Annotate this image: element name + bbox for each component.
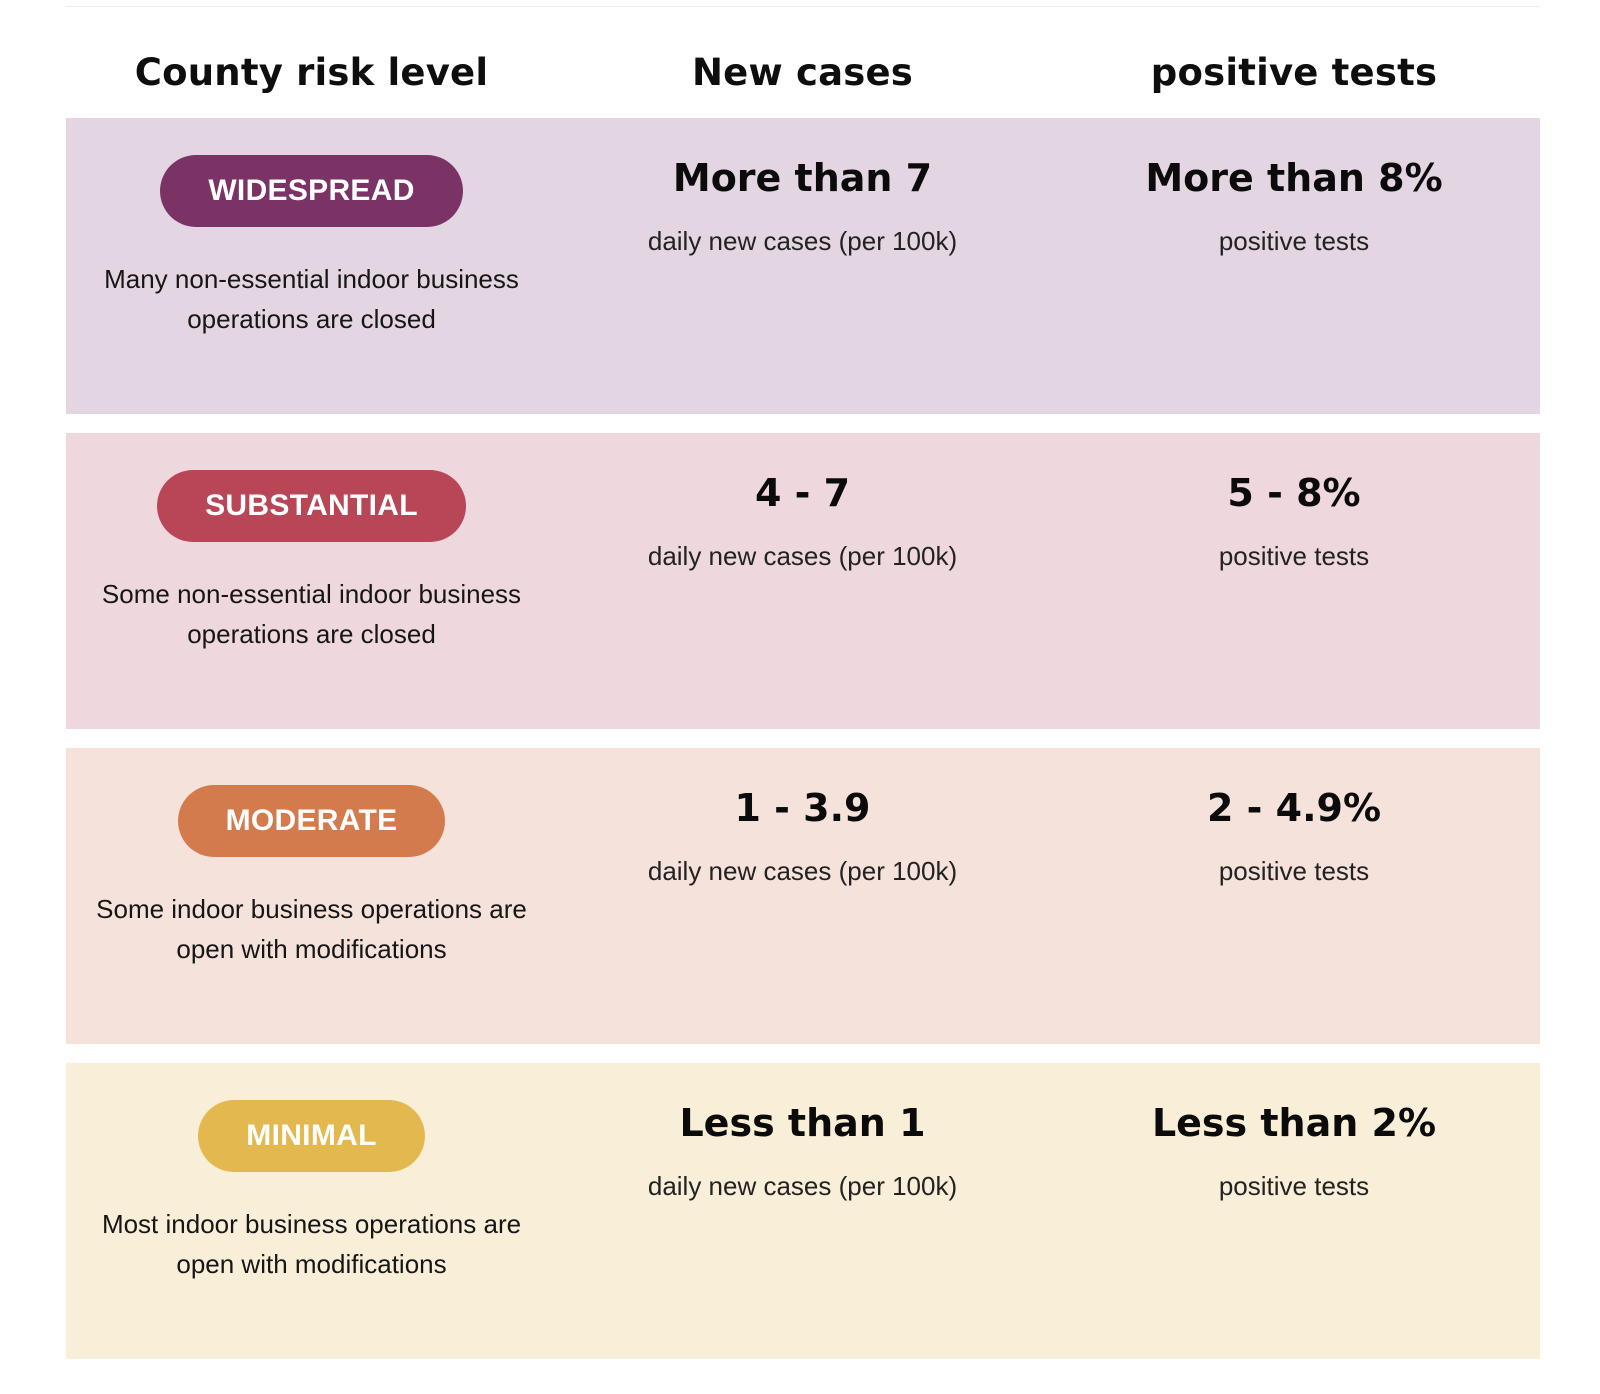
risk-badge-substantial[interactable]: SUBSTANTIAL [157,470,466,542]
risk-badge-minimal[interactable]: MINIMAL [198,1100,425,1172]
header-positive-tests: positive tests [1150,51,1438,94]
new-cases-cell: More than 7 daily new cases (per 100k) [557,118,1048,414]
new-cases-cell: 4 - 7 daily new cases (per 100k) [557,433,1048,729]
risk-description: Most indoor business operations are open… [101,1209,522,1279]
risk-badge-widespread[interactable]: WIDESPREAD [160,155,463,227]
risk-level-cell: MINIMAL Most indoor business operations … [66,1063,557,1359]
new-cases-label: daily new cases (per 100k) [647,856,958,886]
header-county-risk-level: County risk level [134,51,489,94]
positive-tests-cell: 2 - 4.9% positive tests [1048,748,1540,1044]
new-cases-label: daily new cases (per 100k) [647,541,958,571]
risk-level-cell: SUBSTANTIAL Some non-essential indoor bu… [66,433,557,729]
new-cases-cell: Less than 1 daily new cases (per 100k) [557,1063,1048,1359]
risk-description: Some non-essential indoor business opera… [101,579,522,649]
table-header: County risk level New cases positive tes… [66,38,1540,108]
positive-tests-value: Less than 2% [1151,1101,1437,1145]
risk-description: Some indoor business operations are open… [96,894,527,964]
top-divider [66,6,1540,7]
risk-description: Many non-essential indoor business opera… [104,264,519,334]
positive-tests-value: More than 8% [1145,156,1443,200]
positive-tests-label: positive tests [1218,226,1370,256]
positive-tests-label: positive tests [1218,1171,1370,1201]
new-cases-value: 4 - 7 [754,471,851,515]
new-cases-value: 1 - 3.9 [734,786,871,830]
new-cases-cell: 1 - 3.9 daily new cases (per 100k) [557,748,1048,1044]
tier-row-widespread: WIDESPREAD Many non-essential indoor bus… [66,118,1540,414]
new-cases-value: More than 7 [672,156,933,200]
new-cases-label: daily new cases (per 100k) [647,226,958,256]
header-new-cases: New cases [692,51,913,94]
positive-tests-cell: Less than 2% positive tests [1048,1063,1540,1359]
new-cases-label: daily new cases (per 100k) [647,1171,958,1201]
positive-tests-label: positive tests [1218,541,1370,571]
risk-level-cell: MODERATE Some indoor business operations… [66,748,557,1044]
positive-tests-value: 2 - 4.9% [1206,786,1382,830]
positive-tests-value: 5 - 8% [1227,471,1361,515]
risk-level-cell: WIDESPREAD Many non-essential indoor bus… [66,118,557,414]
tier-row-substantial: SUBSTANTIAL Some non-essential indoor bu… [66,433,1540,729]
tier-row-moderate: MODERATE Some indoor business operations… [66,748,1540,1044]
tier-row-minimal: MINIMAL Most indoor business operations … [66,1063,1540,1359]
positive-tests-cell: 5 - 8% positive tests [1048,433,1540,729]
positive-tests-label: positive tests [1218,856,1370,886]
new-cases-value: Less than 1 [679,1101,926,1145]
positive-tests-cell: More than 8% positive tests [1048,118,1540,414]
risk-badge-moderate[interactable]: MODERATE [177,785,446,857]
